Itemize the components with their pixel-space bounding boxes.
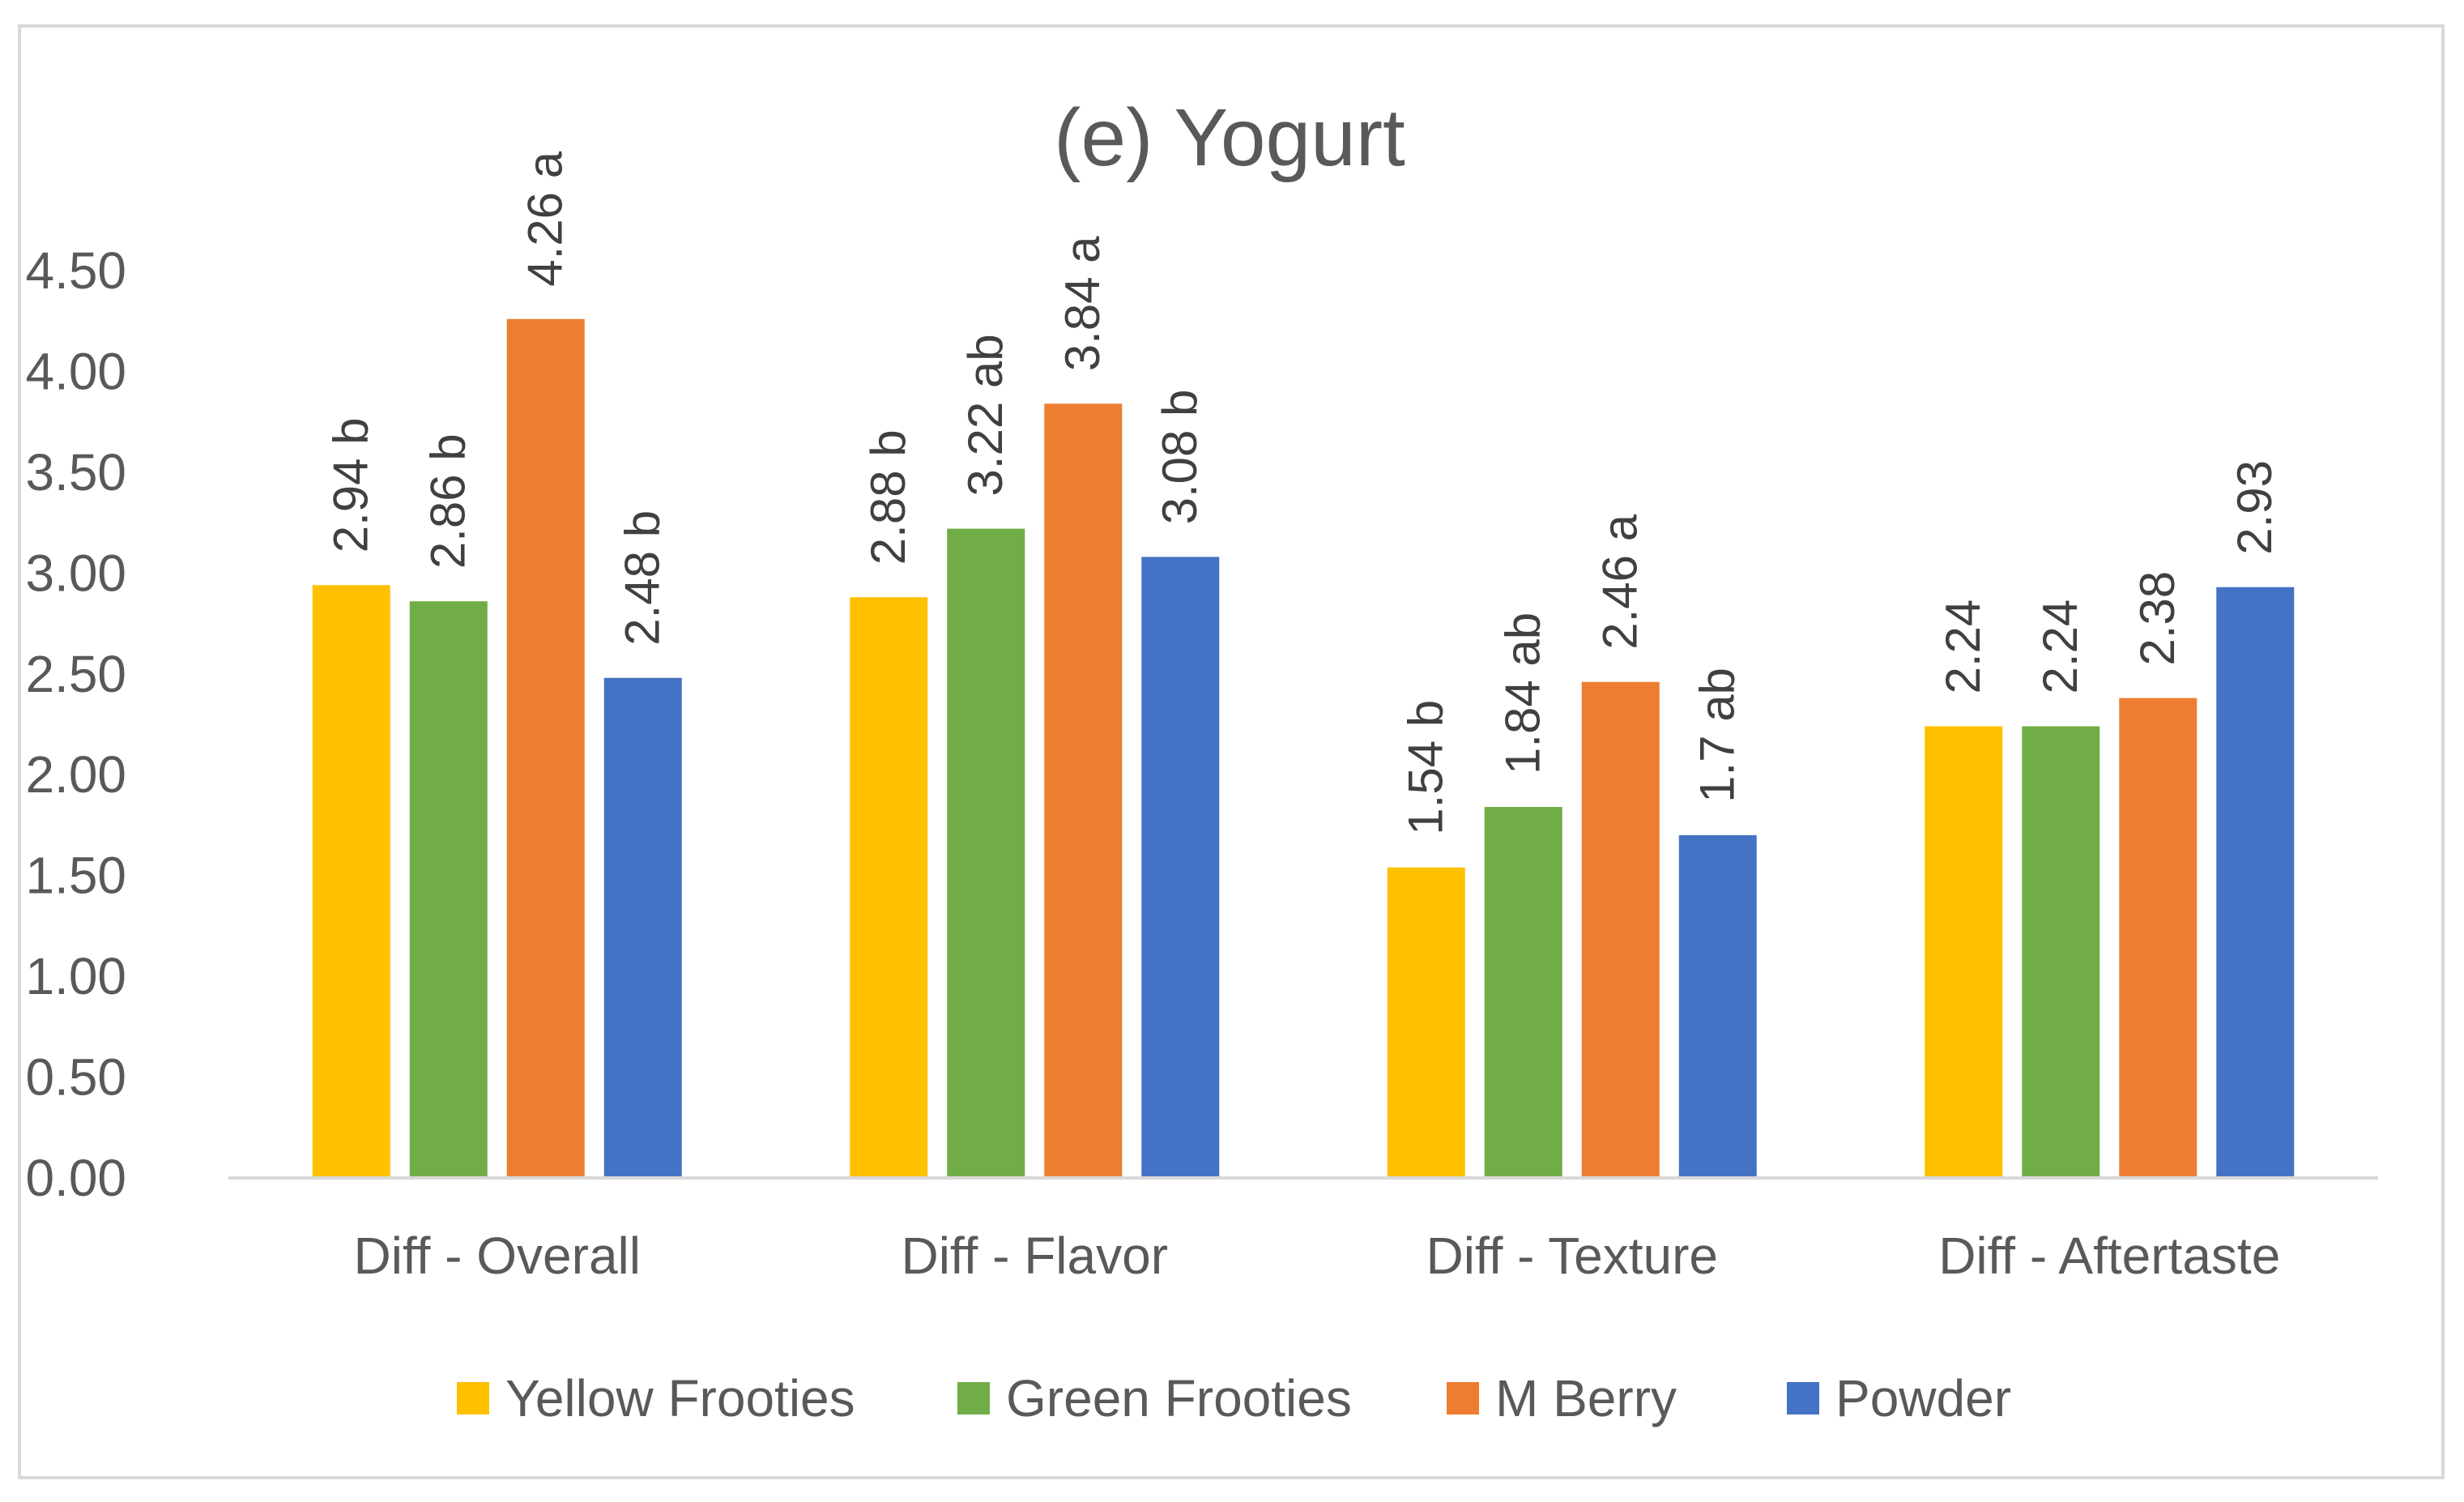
- legend-label: M Berry: [1495, 1369, 1677, 1427]
- legend-label: Powder: [1835, 1369, 2011, 1427]
- data-label: 2.94 b: [324, 417, 378, 553]
- plot-area: 2.94 b 2.86 b 4.26 a 2.48 b 2.88 b 3.22 ab 3.8…: [312, 151, 2295, 1178]
- data-label: 4.26 a: [518, 151, 573, 286]
- data-label: 2.24: [2033, 600, 2087, 694]
- bar-green-frooties-3: [2022, 726, 2100, 1178]
- data-label: 2.93: [2227, 460, 2282, 555]
- x-category-label: Diff - Aftertaste: [1938, 1227, 2280, 1285]
- data-label: 2.86 b: [421, 433, 475, 569]
- bar-green-frooties-2: [1484, 807, 1562, 1178]
- bar-green-frooties-0: [409, 601, 488, 1178]
- chart-title: (e) Yogurt: [1054, 92, 1405, 183]
- y-tick-label: 2.50: [25, 645, 126, 703]
- legend-label: Green Frooties: [1006, 1369, 1352, 1427]
- data-label: 1.7 ab: [1690, 668, 1745, 803]
- bar-green-frooties-1: [947, 528, 1025, 1178]
- bar-powder-0: [603, 677, 682, 1178]
- y-tick-label: 4.00: [25, 342, 126, 400]
- x-axis: Diff - Overall Diff - Flavor Diff - Textur…: [228, 1176, 2378, 1285]
- x-category-label: Diff - Flavor: [901, 1227, 1168, 1285]
- data-label: 2.24: [1936, 600, 1990, 694]
- x-category-label: Diff - Overall: [354, 1227, 641, 1285]
- y-tick-label: 1.50: [25, 847, 126, 905]
- y-tick-label: 0.50: [25, 1048, 126, 1107]
- bar-m-berry-1: [1044, 403, 1123, 1178]
- bar-yellow-frooties-3: [1925, 726, 2003, 1178]
- bar-powder-3: [2216, 587, 2295, 1178]
- y-tick-label: 0.00: [25, 1149, 126, 1207]
- y-axis: 0.00 0.50 1.00 1.50 2.00 2.50 3.00 3.50 4.00 4.50: [25, 241, 126, 1207]
- data-label: 2.38: [2130, 571, 2185, 666]
- chart-svg: (e) Yogurt 0.00 0.50 1.00 1.50 2.00 2.50 3.00 3…: [25, 92, 2378, 1427]
- y-tick-label: 4.50: [25, 241, 126, 300]
- data-label: 2.88 b: [861, 429, 915, 565]
- data-label: 3.84 a: [1055, 236, 1110, 371]
- bar-yellow-frooties-0: [312, 585, 390, 1178]
- y-tick-label: 3.50: [25, 443, 126, 501]
- legend-label: Yellow Frooties: [505, 1369, 855, 1427]
- bar-m-berry-3: [2119, 698, 2198, 1178]
- legend: Yellow Frooties Green Frooties M Berry Powd…: [457, 1369, 2011, 1427]
- data-label: 2.46 a: [1593, 514, 1648, 649]
- legend-swatch: [957, 1382, 990, 1415]
- bar-m-berry-0: [506, 318, 585, 1178]
- chart-frame: (e) Yogurt 0.00 0.50 1.00 1.50 2.00 2.50 3.00 3…: [18, 24, 2445, 1479]
- data-label: 3.22 ab: [958, 334, 1012, 496]
- y-tick-label: 1.00: [25, 947, 126, 1005]
- bar-powder-2: [1678, 834, 1757, 1178]
- legend-swatch: [457, 1382, 489, 1415]
- y-tick-label: 3.00: [25, 544, 126, 602]
- y-tick-label: 2.00: [25, 745, 126, 804]
- legend-swatch: [1787, 1382, 1819, 1415]
- legend-swatch: [1447, 1382, 1479, 1415]
- data-label: 1.84 ab: [1496, 612, 1550, 774]
- bar-yellow-frooties-2: [1387, 867, 1465, 1178]
- data-label: 2.48 b: [616, 510, 670, 646]
- data-label: 3.08 b: [1153, 390, 1207, 525]
- data-label: 1.54 b: [1399, 700, 1453, 835]
- x-category-label: Diff - Texture: [1426, 1227, 1718, 1285]
- bar-m-berry-2: [1581, 681, 1660, 1178]
- bar-yellow-frooties-1: [850, 597, 928, 1178]
- bar-powder-1: [1141, 557, 1220, 1178]
